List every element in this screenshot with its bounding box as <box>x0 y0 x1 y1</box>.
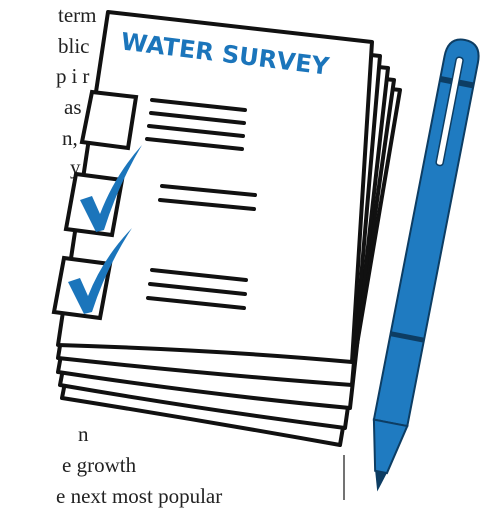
text-fragment: e growth <box>62 453 137 477</box>
pen-body <box>372 38 480 428</box>
text-fragment: e next most popular <box>56 484 222 508</box>
text-line <box>145 137 244 151</box>
text-line <box>149 111 246 125</box>
checkbox <box>79 89 139 151</box>
text-line <box>146 296 246 310</box>
text-fragment: pir <box>56 64 94 88</box>
pen-band <box>390 331 425 343</box>
text-fragment: n <box>78 422 89 446</box>
pen <box>372 38 480 492</box>
text-fragment: term <box>58 3 96 27</box>
text-fragment: as <box>64 95 82 119</box>
text-fragment: y <box>70 155 81 179</box>
text-fragment: blic <box>58 34 90 58</box>
check-mark <box>80 145 142 232</box>
text-line <box>150 98 247 112</box>
text-line <box>158 198 256 211</box>
check-mark <box>68 228 132 314</box>
text-fragment: n, <box>62 126 78 150</box>
paper-stack: WATER SURVEY <box>51 10 402 447</box>
pen-cone <box>372 418 409 475</box>
text-line <box>160 184 257 197</box>
pen-clip <box>435 56 464 167</box>
text-line <box>148 282 247 296</box>
text-line <box>150 268 248 282</box>
text-line <box>147 124 245 138</box>
pen-tip <box>375 470 387 492</box>
